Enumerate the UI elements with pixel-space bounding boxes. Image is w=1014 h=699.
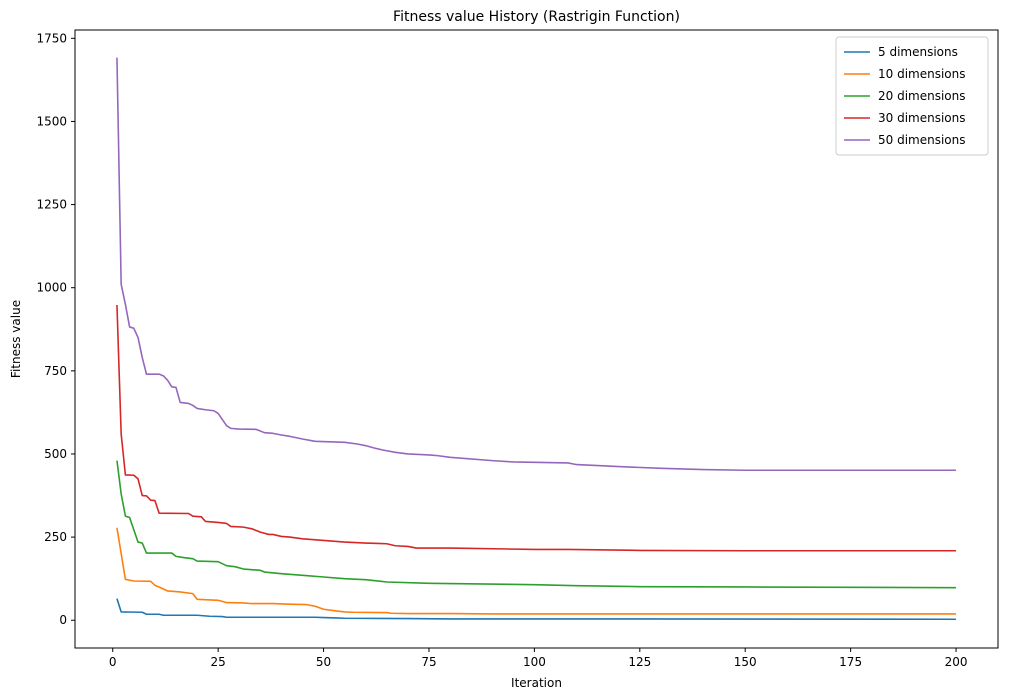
x-tick-label: 100 — [523, 655, 546, 669]
y-tick-label: 250 — [44, 530, 67, 544]
y-tick-label: 1000 — [36, 281, 67, 295]
x-tick-label: 175 — [839, 655, 862, 669]
legend-label: 50 dimensions — [878, 133, 966, 147]
legend-label: 10 dimensions — [878, 67, 966, 81]
chart-title: Fitness value History (Rastrigin Functio… — [393, 9, 680, 25]
legend-label: 30 dimensions — [878, 111, 966, 125]
series-line-1 — [116, 598, 957, 621]
y-tick-label: 500 — [44, 447, 67, 461]
plot-area-frame — [74, 29, 999, 649]
x-tick-label: 0 — [109, 655, 117, 669]
x-tick-label: 25 — [211, 655, 226, 669]
x-tick-label: 150 — [734, 655, 757, 669]
x-tick-label: 50 — [316, 655, 331, 669]
series-line-3 — [116, 460, 957, 589]
x-axis-label: Iteration — [511, 676, 562, 690]
legend-label: 20 dimensions — [878, 89, 966, 103]
axis-ticks: 0 25 50 75 100 125 150 175 200 0 250 500 750 1000 1250… — [36, 31, 967, 669]
x-tick-label: 200 — [945, 655, 968, 669]
series-layer — [116, 57, 957, 621]
y-tick-label: 0 — [59, 613, 67, 627]
y-tick-label: 1250 — [36, 198, 67, 212]
y-tick-label: 750 — [44, 364, 67, 378]
legend-box — [835, 36, 989, 156]
series-line-4 — [116, 304, 957, 552]
legend-label: 5 dimensions — [878, 45, 958, 59]
x-tick-label: 75 — [421, 655, 436, 669]
y-axis-label: Fitness value — [9, 300, 23, 378]
series-line-5 — [116, 57, 957, 472]
y-tick-label: 1750 — [36, 31, 67, 45]
x-tick-label: 125 — [628, 655, 651, 669]
series-line-2 — [116, 527, 957, 615]
y-tick-label: 1500 — [36, 114, 67, 128]
legend: 5 dimensions 10 dimensions 20 dimensions 30… — [835, 36, 989, 156]
